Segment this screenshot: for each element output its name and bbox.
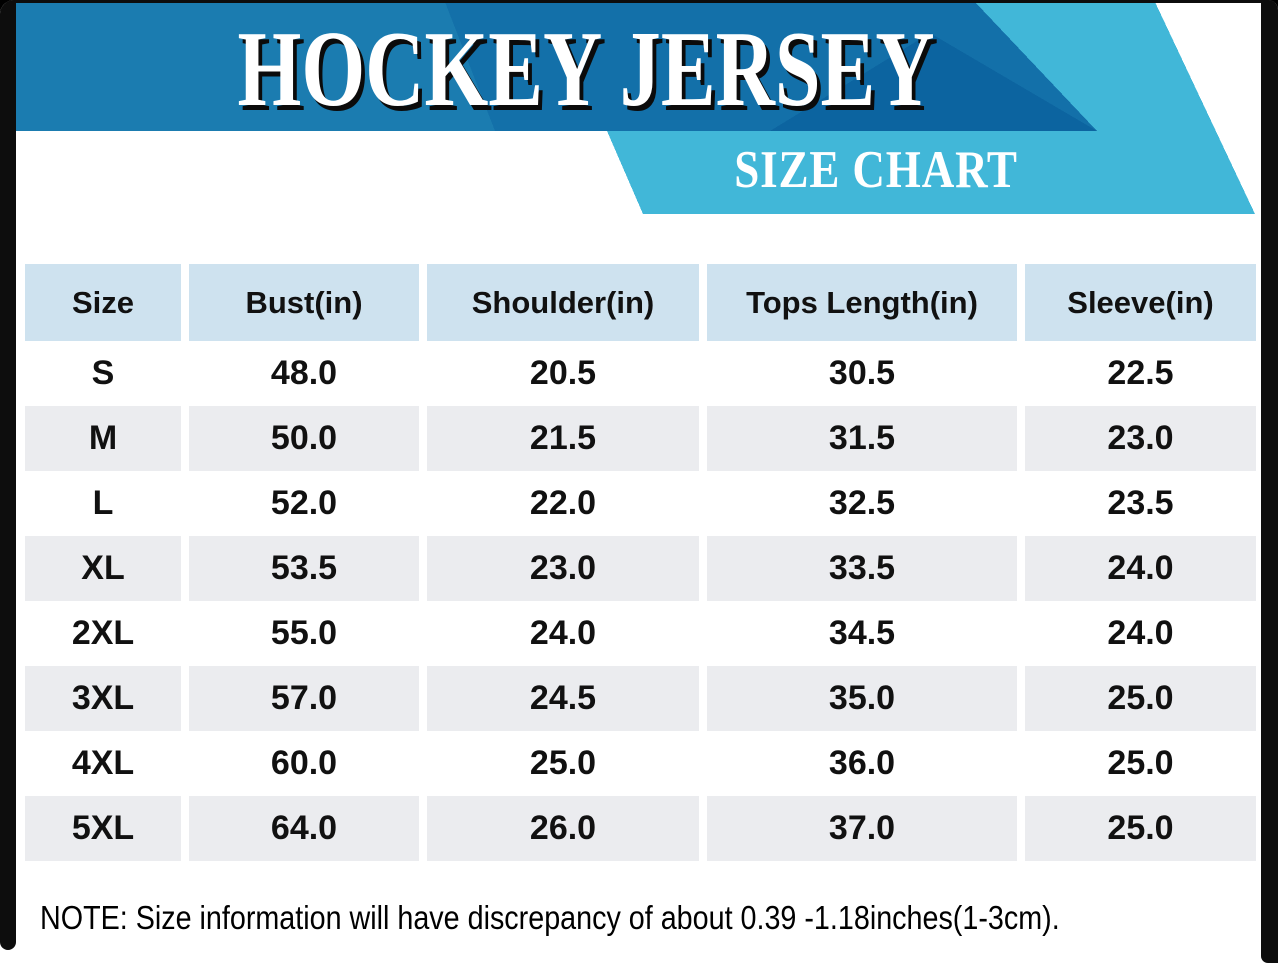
cell-size: S [91,354,115,392]
cell-sleeve: 24.0 [1107,614,1174,652]
cell-tops-length: 36.0 [828,744,896,782]
header-cell-size: Size [25,264,181,341]
size-chart-table: Size Bust(in) Shoulder(in) Tops Length(i… [25,264,1256,861]
cell-tops-length: 37.0 [707,796,1017,861]
banner-dark-triangle [770,33,1097,131]
cell-shoulder: 24.5 [427,666,699,731]
cell-bust: 64.0 [189,796,419,861]
header-cell-shoulder: Shoulder(in) [427,264,699,341]
cell-bust: 55.0 [270,614,338,652]
cell-sleeve: 24.0 [1025,536,1256,601]
cell-tops-length: 30.5 [828,354,896,392]
header-cell-tops-length: Tops Length(in) [707,264,1017,341]
cell-size: XL [25,536,181,601]
cell-tops-length: 31.5 [707,406,1017,471]
page-subtitle: SIZE CHART [734,141,1018,199]
table-row-s: S 48.0 20.5 30.5 22.5 [25,341,1256,406]
cell-bust: 48.0 [270,354,338,392]
frame-top-edge [0,0,1278,3]
cell-size: L [92,484,114,522]
cell-bust: 60.0 [270,744,338,782]
cell-bust: 50.0 [189,406,419,471]
cell-shoulder: 26.0 [427,796,699,861]
table-row-xl: XL 53.5 23.0 33.5 24.0 [25,536,1256,601]
cell-bust: 53.5 [189,536,419,601]
cell-sleeve: 23.0 [1025,406,1256,471]
table-row-4xl: 4XL 60.0 25.0 36.0 25.0 [25,731,1256,796]
header-cell-sleeve: Sleeve(in) [1025,264,1256,341]
cell-sleeve: 25.0 [1107,744,1174,782]
size-note: NOTE: Size information will have discrep… [40,899,1060,936]
table-row-3xl: 3XL 57.0 24.5 35.0 25.0 [25,666,1256,731]
banner-graphic [16,2,1255,214]
frame-right-edge [1261,0,1278,963]
cell-tops-length: 35.0 [707,666,1017,731]
table-row-2xl: 2XL 55.0 24.0 34.5 24.0 [25,601,1256,666]
cell-size: 4XL [71,744,135,782]
cell-sleeve: 23.5 [1107,484,1174,522]
cell-shoulder: 25.0 [529,744,597,782]
size-chart-ribbon [607,2,1255,214]
cell-shoulder: 21.5 [427,406,699,471]
cell-tops-length: 32.5 [828,484,896,522]
cell-sleeve: 22.5 [1107,354,1174,392]
cell-bust: 57.0 [189,666,419,731]
table-row-m: M 50.0 21.5 31.5 23.0 [25,406,1256,471]
header-cell-bust: Bust(in) [189,264,419,341]
cell-bust: 52.0 [270,484,338,522]
cell-sleeve: 25.0 [1025,666,1256,731]
cell-shoulder: 20.5 [529,354,597,392]
cell-tops-length: 34.5 [828,614,896,652]
cell-size: M [25,406,181,471]
cell-size: 5XL [25,796,181,861]
table-row-l: L 52.0 22.0 32.5 23.5 [25,471,1256,536]
page-title: HOCKEY JERSEY [237,10,935,129]
table-header-row: Size Bust(in) Shoulder(in) Tops Length(i… [25,264,1256,341]
cell-shoulder: 22.0 [529,484,597,522]
cell-size: 3XL [25,666,181,731]
frame-left-edge [0,0,16,950]
cell-shoulder: 24.0 [529,614,597,652]
cell-sleeve: 25.0 [1025,796,1256,861]
cell-shoulder: 23.0 [427,536,699,601]
table-row-5xl: 5XL 64.0 26.0 37.0 25.0 [25,796,1256,861]
cell-tops-length: 33.5 [707,536,1017,601]
cell-size: 2XL [71,614,135,652]
